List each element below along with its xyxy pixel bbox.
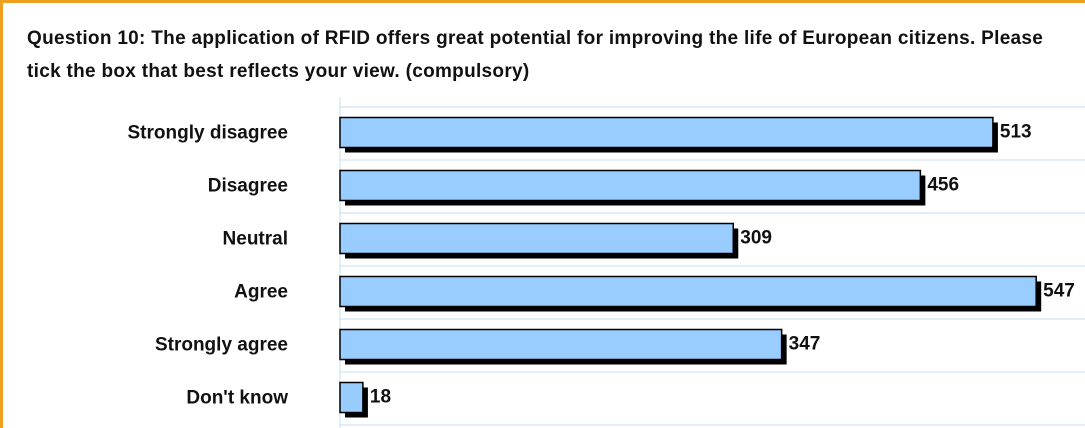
value-label: 513: [1000, 122, 1032, 143]
y-tick-label: Disagree: [208, 176, 288, 197]
value-label: 347: [789, 334, 821, 355]
value-label: 547: [1043, 281, 1075, 302]
bar: [339, 381, 364, 414]
value-label: 309: [740, 228, 772, 249]
value-label: 18: [370, 387, 391, 408]
y-tick-label: Don't know: [186, 388, 288, 409]
value-label: 456: [927, 175, 959, 196]
bar: [339, 328, 783, 361]
y-tick-label: Agree: [234, 282, 288, 303]
y-tick-label: Strongly agree: [155, 335, 288, 356]
chart-title: Question 10: The application of RFID off…: [27, 28, 1044, 82]
y-tick-label: Strongly disagree: [128, 123, 289, 144]
y-tick-label: Neutral: [223, 229, 288, 250]
bar: [339, 169, 922, 202]
bar: [339, 222, 735, 255]
bar: [339, 116, 994, 149]
bar: [339, 275, 1037, 308]
